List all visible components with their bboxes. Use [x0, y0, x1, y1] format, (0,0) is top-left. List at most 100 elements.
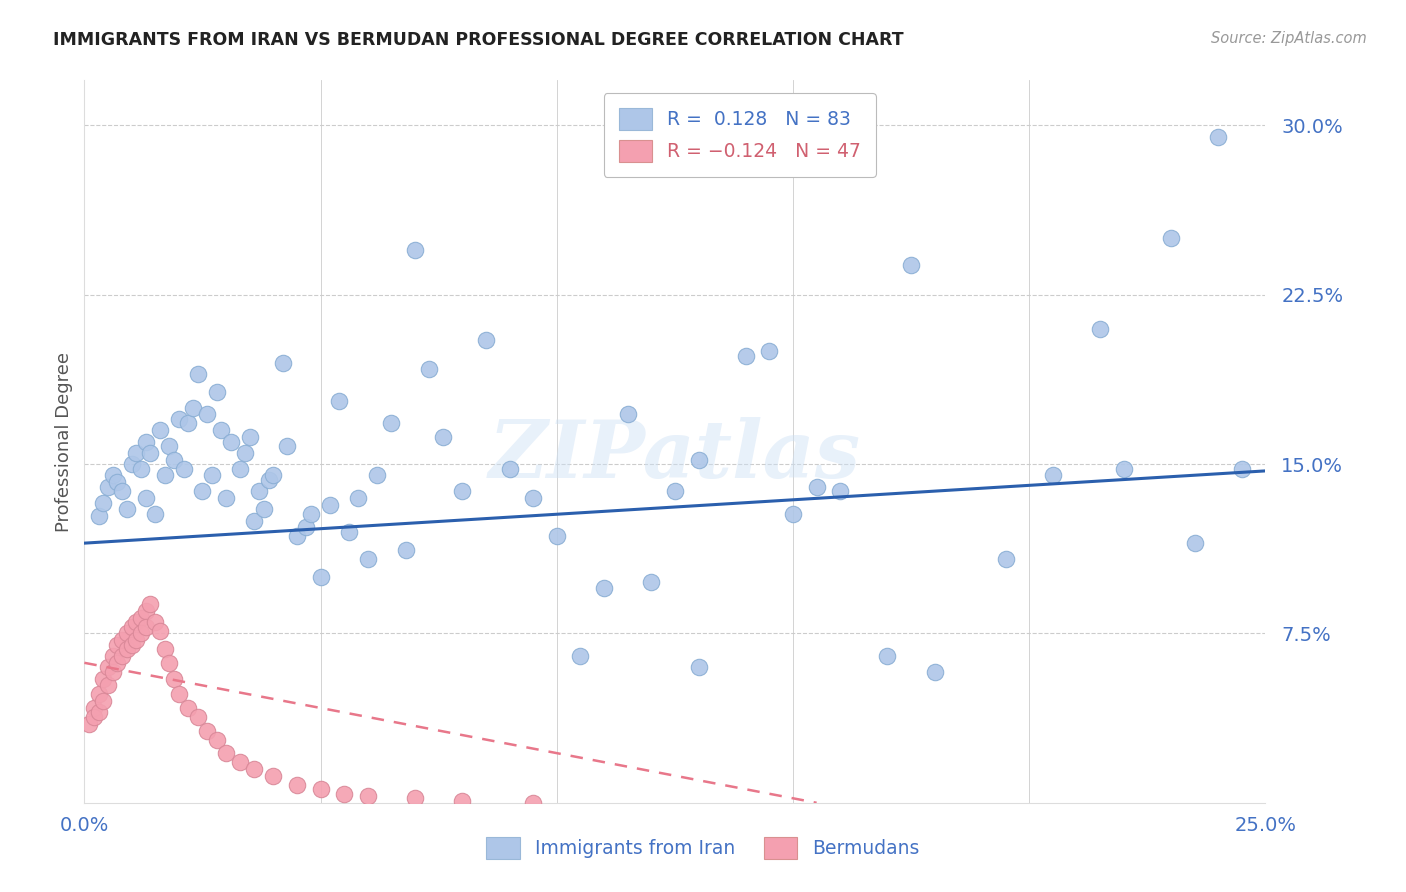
Point — [121, 638, 143, 652]
Point — [139, 446, 162, 460]
Point — [97, 678, 120, 692]
Point — [640, 574, 662, 589]
Point — [243, 762, 266, 776]
Point — [876, 648, 898, 663]
Point — [97, 480, 120, 494]
Point — [830, 484, 852, 499]
Point — [101, 468, 124, 483]
Point — [111, 648, 134, 663]
Point — [247, 484, 270, 499]
Point — [404, 791, 426, 805]
Point — [319, 498, 342, 512]
Point — [107, 475, 129, 490]
Point — [77, 716, 100, 731]
Text: IMMIGRANTS FROM IRAN VS BERMUDAN PROFESSIONAL DEGREE CORRELATION CHART: IMMIGRANTS FROM IRAN VS BERMUDAN PROFESS… — [53, 31, 904, 49]
Point — [229, 461, 252, 475]
Point — [239, 430, 262, 444]
Point — [1160, 231, 1182, 245]
Point — [900, 259, 922, 273]
Point — [181, 401, 204, 415]
Point — [1088, 321, 1111, 335]
Point — [404, 243, 426, 257]
Point — [333, 787, 356, 801]
Point — [91, 672, 114, 686]
Point — [522, 796, 544, 810]
Point — [135, 491, 157, 505]
Point — [229, 755, 252, 769]
Point — [734, 349, 756, 363]
Point — [153, 642, 176, 657]
Point — [177, 417, 200, 431]
Point — [593, 582, 616, 596]
Point — [91, 694, 114, 708]
Point — [153, 468, 176, 483]
Legend: Immigrants from Iran, Bermudans: Immigrants from Iran, Bermudans — [479, 830, 927, 866]
Point — [111, 633, 134, 648]
Point — [451, 793, 474, 807]
Point — [616, 408, 638, 422]
Point — [87, 509, 110, 524]
Point — [87, 706, 110, 720]
Point — [688, 660, 710, 674]
Point — [243, 514, 266, 528]
Point — [285, 778, 308, 792]
Point — [135, 620, 157, 634]
Point — [101, 665, 124, 679]
Point — [111, 484, 134, 499]
Point — [83, 701, 105, 715]
Point — [91, 495, 114, 509]
Point — [219, 434, 242, 449]
Point — [664, 484, 686, 499]
Point — [215, 491, 238, 505]
Point — [139, 597, 162, 611]
Point — [309, 782, 332, 797]
Point — [475, 333, 498, 347]
Point — [498, 461, 520, 475]
Point — [924, 665, 946, 679]
Point — [1230, 461, 1253, 475]
Point — [357, 789, 380, 803]
Point — [163, 452, 186, 467]
Point — [129, 610, 152, 624]
Y-axis label: Professional Degree: Professional Degree — [55, 351, 73, 532]
Point — [262, 769, 284, 783]
Point — [157, 439, 180, 453]
Point — [569, 648, 592, 663]
Point — [276, 439, 298, 453]
Point — [295, 520, 318, 534]
Point — [432, 430, 454, 444]
Point — [163, 672, 186, 686]
Text: Source: ZipAtlas.com: Source: ZipAtlas.com — [1211, 31, 1367, 46]
Point — [366, 468, 388, 483]
Point — [299, 507, 322, 521]
Point — [101, 648, 124, 663]
Point — [157, 656, 180, 670]
Point — [167, 687, 190, 701]
Point — [173, 461, 195, 475]
Point — [135, 434, 157, 449]
Text: ZIPatlas: ZIPatlas — [489, 417, 860, 495]
Point — [129, 626, 152, 640]
Point — [418, 362, 440, 376]
Point — [201, 468, 224, 483]
Point — [309, 570, 332, 584]
Point — [1206, 129, 1229, 144]
Point — [107, 638, 129, 652]
Point — [187, 367, 209, 381]
Point — [337, 524, 360, 539]
Point — [233, 446, 256, 460]
Point — [191, 484, 214, 499]
Point — [451, 484, 474, 499]
Point — [546, 529, 568, 543]
Point — [357, 552, 380, 566]
Point — [125, 615, 148, 630]
Point — [125, 446, 148, 460]
Point — [271, 355, 294, 369]
Point — [285, 529, 308, 543]
Point — [143, 615, 166, 630]
Point — [205, 732, 228, 747]
Point — [167, 412, 190, 426]
Point — [195, 723, 218, 738]
Point — [143, 507, 166, 521]
Point — [253, 502, 276, 516]
